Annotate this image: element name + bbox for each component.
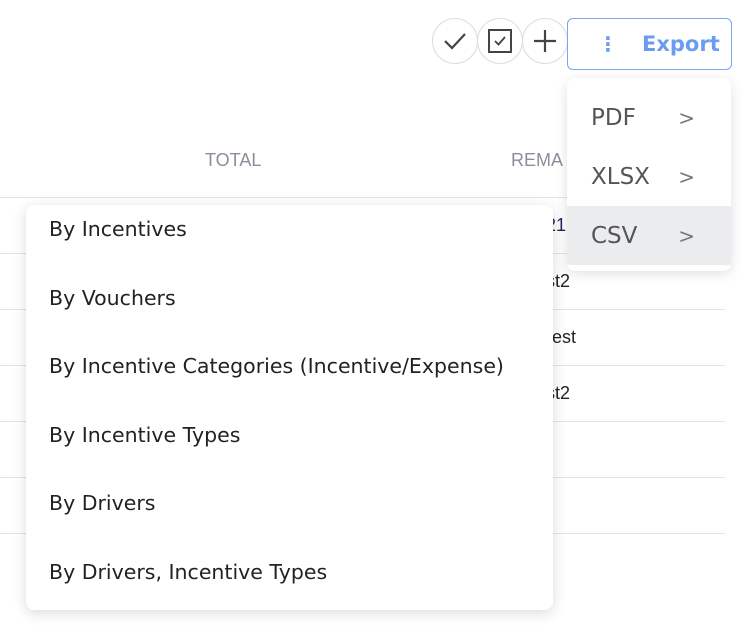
column-header-remarks: REMA xyxy=(511,150,564,170)
menu-item-by-drivers[interactable]: By Drivers xyxy=(49,491,156,516)
export-format-menu: PDF > XLSX > CSV > xyxy=(567,78,731,271)
menu-item-by-incentives[interactable]: By Incentives xyxy=(49,217,187,241)
add-button[interactable] xyxy=(522,18,568,64)
checkbox-icon xyxy=(488,29,512,53)
menu-item-by-drivers-incentive-types[interactable]: By Drivers, Incentive Types xyxy=(49,559,328,584)
csv-report-submenu: By Incentives By Vouchers By Incentive C… xyxy=(26,205,553,610)
menu-item-label: XLSX xyxy=(591,163,650,190)
more-vertical-icon: ⋮ xyxy=(598,32,618,56)
select-button[interactable] xyxy=(477,18,523,64)
check-icon xyxy=(444,33,466,50)
menu-item-label: CSV xyxy=(591,222,638,249)
menu-item-xlsx[interactable]: XLSX > xyxy=(567,147,731,206)
chevron-right-icon: > xyxy=(678,223,695,248)
menu-item-csv[interactable]: CSV > xyxy=(567,206,731,265)
menu-item-by-vouchers[interactable]: By Vouchers xyxy=(49,285,176,310)
export-button[interactable]: ⋮ Export xyxy=(567,18,732,70)
chevron-right-icon: > xyxy=(678,105,695,130)
column-header-total: TOTAL xyxy=(205,150,262,170)
divider xyxy=(0,197,725,198)
menu-item-by-incentive-categories[interactable]: By Incentive Categories (Incentive/Expen… xyxy=(49,354,504,379)
menu-item-label: PDF xyxy=(591,104,636,131)
menu-item-by-incentive-types[interactable]: By Incentive Types xyxy=(49,422,241,447)
chevron-right-icon: > xyxy=(678,164,695,189)
menu-item-pdf[interactable]: PDF > xyxy=(567,88,731,147)
export-label: Export xyxy=(642,32,720,56)
table-cell: est xyxy=(552,327,577,347)
approve-button[interactable] xyxy=(432,18,478,64)
plus-icon xyxy=(534,30,556,52)
